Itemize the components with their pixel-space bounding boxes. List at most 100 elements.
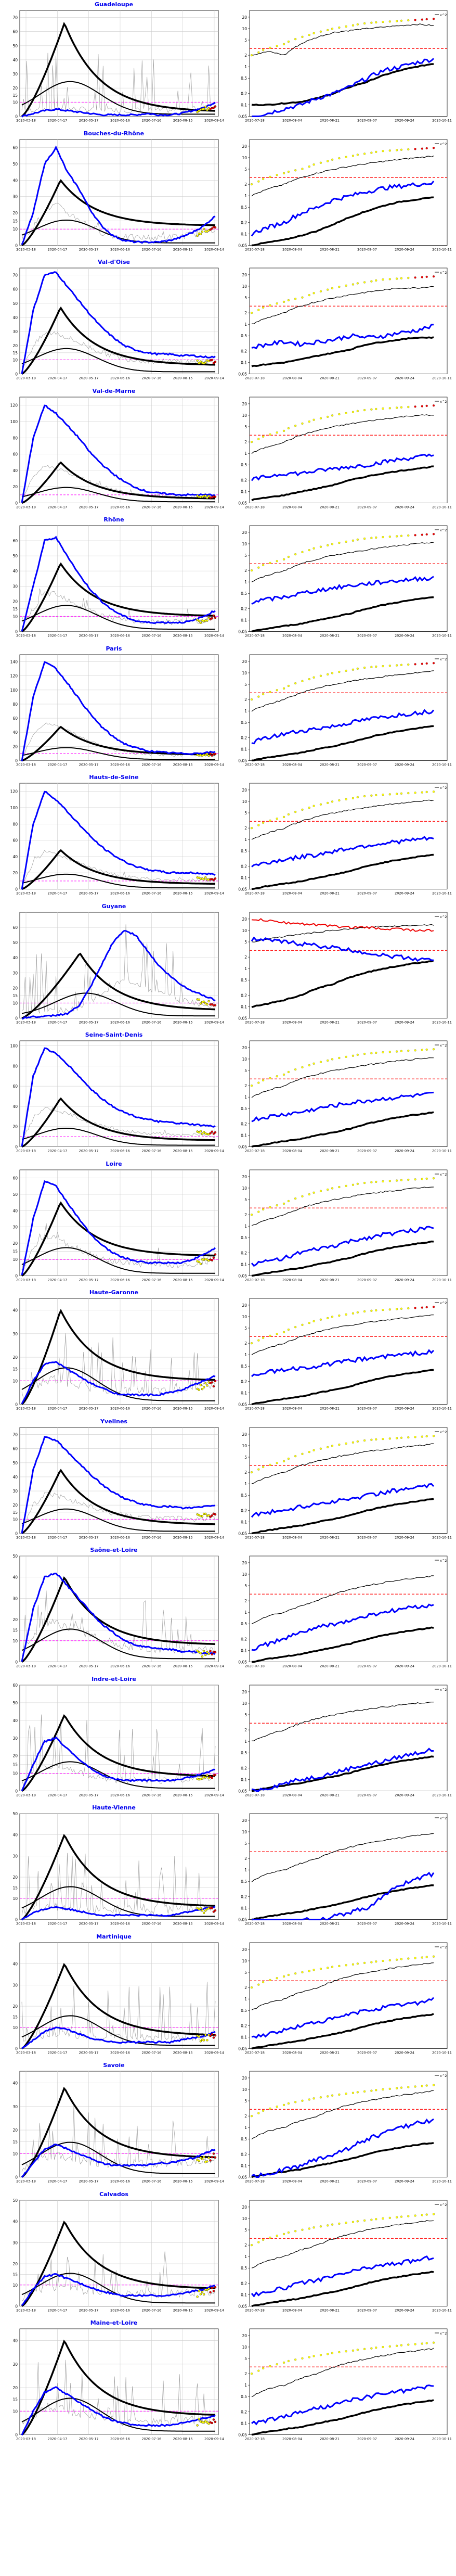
right-x-tick-label: 2020-08-21 bbox=[320, 505, 340, 509]
right-yellow-point bbox=[276, 173, 278, 176]
left-tail-point bbox=[214, 1380, 217, 1383]
left-tail-point bbox=[206, 2288, 209, 2291]
right-yellow-point bbox=[345, 2093, 347, 2095]
right-plot-frame bbox=[249, 1298, 448, 1405]
right-x-tick-label: 2020-08-21 bbox=[320, 1535, 340, 1539]
right-x-tick-label: 2020-07-18 bbox=[245, 1922, 265, 1926]
right-yellow-point bbox=[262, 306, 265, 309]
left-y-tick-label: 50 bbox=[12, 2198, 18, 2203]
right-y-tick-label: 2 bbox=[244, 1083, 247, 1088]
left-x-tick-label: 2020-06-16 bbox=[110, 2308, 130, 2312]
left-tail-point bbox=[206, 2160, 209, 2163]
right-y-tick-label: 0.5 bbox=[241, 205, 247, 210]
right-x-tick-label: 2020-09-24 bbox=[395, 1922, 414, 1926]
left-tail-point bbox=[206, 496, 209, 499]
department-title: Haute-Vienne bbox=[92, 1804, 136, 1811]
left-x-tick-label: 2020-04-17 bbox=[47, 376, 67, 380]
right-yellow-point bbox=[262, 821, 265, 824]
left-y-tick-label: 15 bbox=[12, 2398, 18, 2402]
right-yellow-point bbox=[351, 668, 355, 671]
right-y-tick-label: 1 bbox=[244, 322, 247, 327]
right-y-tick-label: 0.1 bbox=[241, 1648, 247, 1653]
right-yellow-point bbox=[282, 558, 285, 561]
right-yellow-point bbox=[282, 2361, 285, 2364]
left-tail-point bbox=[206, 108, 209, 111]
right-panel: 2020-07-18 2020-08-04 2020-08-21 2020-09-07… bbox=[238, 397, 452, 509]
left-y-tick-label: 70 bbox=[12, 16, 18, 20]
right-yellow-point bbox=[312, 676, 315, 679]
right-yellow-point bbox=[257, 566, 260, 569]
left-x-tick-label: 2020-06-16 bbox=[110, 1149, 130, 1153]
right-x-tick-label: 2020-08-21 bbox=[320, 1664, 340, 1668]
left-y-tick-label: 40 bbox=[12, 1474, 18, 1479]
right-y-tick-label: 0.2 bbox=[241, 2152, 247, 2157]
left-y-tick-label: 20 bbox=[12, 2386, 18, 2390]
left-x-tick-label: 2020-08-15 bbox=[173, 1407, 193, 1411]
right-yellow-point bbox=[345, 1963, 347, 1966]
right-yellow-point bbox=[338, 541, 341, 544]
right-yellow-point bbox=[388, 2087, 391, 2090]
right-y-tick-label: 20 bbox=[242, 401, 247, 406]
right-y-tick-label: 0.2 bbox=[241, 735, 247, 740]
right-yellow-point bbox=[319, 1190, 322, 1192]
left-y-tick-label: 20 bbox=[12, 1753, 18, 1758]
right-yellow-point bbox=[414, 1307, 416, 1309]
right-yellow-point bbox=[395, 2216, 398, 2218]
left-tail-point bbox=[214, 1909, 217, 1912]
right-yellow-point bbox=[276, 2106, 278, 2108]
left-x-tick-label: 2020-05-17 bbox=[79, 1407, 99, 1411]
left-tail-point bbox=[206, 1003, 209, 1005]
right-y-tick-label: 0.05 bbox=[238, 2046, 247, 2051]
right-y-tick-label: 10 bbox=[242, 1701, 247, 1705]
left-x-tick-label: 2020-08-15 bbox=[173, 505, 193, 509]
left-black-series-2 bbox=[21, 348, 215, 373]
right-black-thin-series bbox=[251, 670, 434, 712]
left-y-tick-label: 30 bbox=[12, 1489, 18, 1494]
left-black-series-2 bbox=[21, 605, 215, 630]
left-x-tick-label: 2020-07-16 bbox=[141, 119, 161, 123]
left-x-tick-label: 2020-04-17 bbox=[47, 1922, 67, 1926]
left-black-series bbox=[21, 22, 216, 117]
left-tail-point bbox=[202, 2421, 205, 2424]
right-yellow-point bbox=[287, 1070, 290, 1074]
right-yellow-point bbox=[414, 405, 416, 407]
right-black-thin-series bbox=[251, 414, 434, 454]
left-blue-series bbox=[21, 2144, 216, 2178]
right-black-thin-series bbox=[251, 924, 434, 942]
right-yellow-point bbox=[370, 2347, 373, 2350]
left-x-tick-label: 2020-09-14 bbox=[204, 1664, 224, 1668]
right-panel: 2020-07-18 2020-08-04 2020-08-21 2020-09-07… bbox=[238, 1942, 452, 2055]
left-y-tick-label: 10 bbox=[12, 2025, 18, 2030]
left-y-tick-label: 0 bbox=[15, 1531, 18, 1536]
right-blue-series bbox=[251, 2255, 434, 2298]
right-yellow-point bbox=[331, 1316, 334, 1318]
left-x-tick-label: 2020-03-18 bbox=[16, 1407, 36, 1411]
left-gray-series bbox=[21, 202, 216, 241]
right-yellow-point bbox=[382, 793, 384, 796]
right-yellow-point bbox=[356, 796, 359, 799]
right-yellow-point bbox=[388, 793, 391, 796]
left-black-series-2 bbox=[21, 2014, 215, 2046]
right-black-thick-series bbox=[251, 1884, 434, 1921]
left-blue-series bbox=[21, 2273, 216, 2306]
right-yellow-point bbox=[294, 1972, 297, 1974]
right-x-tick-label: 2020-08-04 bbox=[282, 762, 302, 767]
right-yellow-point bbox=[257, 1081, 260, 1084]
right-yellow-point bbox=[363, 409, 366, 411]
right-yellow-point bbox=[375, 794, 377, 797]
right-y-tick-label: 10 bbox=[242, 1185, 247, 1190]
right-yellow-point bbox=[356, 282, 359, 285]
right-y-tick-label: 10 bbox=[242, 1830, 247, 1834]
right-yellow-point bbox=[388, 149, 391, 151]
right-y-tick-label: 20 bbox=[242, 659, 247, 664]
right-panel: 2020-07-18 2020-08-04 2020-08-21 2020-09-07… bbox=[238, 10, 452, 123]
left-tail-point bbox=[202, 1650, 205, 1653]
left-x-tick-label: 2020-07-16 bbox=[141, 2179, 161, 2184]
right-y-tick-label: 1 bbox=[244, 1610, 247, 1615]
right-y-tick-label: 0.2 bbox=[241, 864, 247, 869]
right-blue-series bbox=[251, 324, 434, 350]
right-blue-series bbox=[251, 1996, 435, 2039]
right-yellow-point bbox=[276, 688, 278, 691]
right-yellow-point bbox=[351, 24, 355, 27]
